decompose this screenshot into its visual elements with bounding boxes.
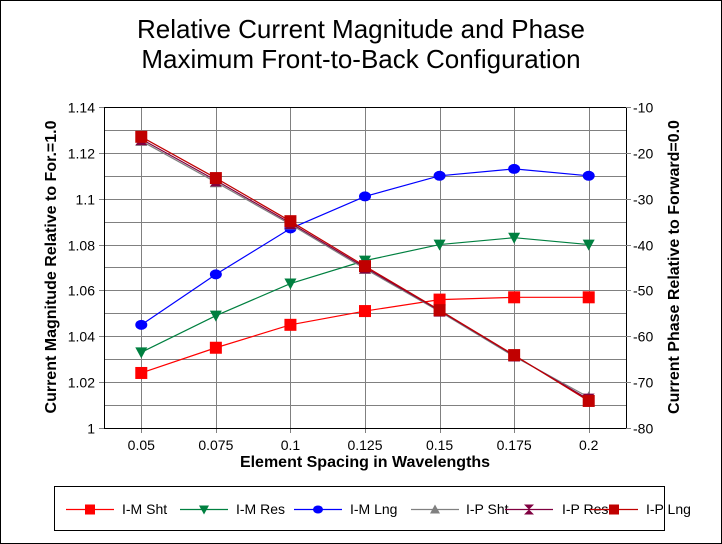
data-point (284, 215, 297, 228)
y-tick-label: 1.1 (76, 192, 96, 208)
data-point (508, 349, 521, 362)
x-tick-label: 0.15 (426, 437, 453, 453)
y2-tick-label: -30 (633, 192, 653, 208)
y2-tick-label: -40 (633, 238, 653, 254)
data-point (135, 347, 148, 359)
data-point (433, 304, 446, 317)
tick-labels: 1 1.02 1.04 1.06 1.08 1.1 1.12 1.14 -80 -70 -60 -50… (68, 100, 654, 454)
data-point (433, 170, 446, 181)
y-axis-title: Current Magnitude Relative to For.=1.0 (43, 120, 60, 413)
axes (99, 107, 631, 429)
x-tick-label: 0.175 (497, 437, 532, 453)
data-point (209, 172, 222, 185)
data-point (359, 191, 371, 202)
x-tick-label: 0.05 (128, 437, 155, 453)
data-point (284, 318, 297, 331)
data-point (508, 163, 521, 174)
y2-tick-label: -70 (633, 375, 653, 391)
data-point (209, 341, 222, 354)
y-tick-label: 1.06 (68, 283, 95, 299)
y2-tick-label: -60 (633, 329, 653, 345)
data-point (135, 366, 148, 379)
y2-tick-label: -20 (633, 146, 653, 162)
series-layer (135, 130, 595, 407)
x-tick-label: 0.2 (579, 437, 599, 453)
legend (54, 486, 665, 531)
y-tick-label: 1.04 (68, 329, 95, 345)
data-point (582, 291, 595, 304)
y-tick-label: 1.08 (68, 238, 95, 254)
data-point (582, 170, 595, 181)
x-axis-title: Element Spacing in Wavelengths (240, 454, 490, 471)
series-i-m-sht (135, 291, 595, 379)
y2-tick-label: -10 (633, 100, 653, 116)
chart-title: Relative Current Magnitude and Phase (136, 14, 586, 44)
chart-subtitle: Maximum Front-to-Back Configuration (141, 44, 581, 74)
y-tick-label: 1.14 (68, 100, 95, 116)
data-point (135, 319, 148, 330)
y2-axis-title: Current Phase Relative to Forward=0.0 (666, 120, 683, 414)
x-tick-label: 0.125 (347, 437, 382, 453)
y-tick-label: 1.12 (68, 146, 95, 162)
data-point (359, 305, 371, 318)
y-tick-label: 1 (87, 421, 95, 437)
data-point (508, 232, 521, 244)
data-point (209, 310, 222, 322)
data-point (433, 293, 446, 306)
data-point (508, 291, 521, 304)
data-point (433, 239, 446, 251)
x-tick-label: 0.1 (281, 437, 301, 453)
data-point (209, 269, 222, 280)
data-point (582, 239, 595, 251)
y2-tick-label: -80 (633, 421, 653, 437)
x-tick-label: 0.075 (198, 437, 233, 453)
series-i-p-lng (135, 130, 595, 407)
y2-tick-label: -50 (633, 283, 653, 299)
data-point (359, 260, 371, 273)
data-point (135, 130, 148, 143)
y-tick-label: 1.02 (68, 375, 95, 391)
data-point (582, 394, 595, 407)
data-point (284, 278, 297, 290)
